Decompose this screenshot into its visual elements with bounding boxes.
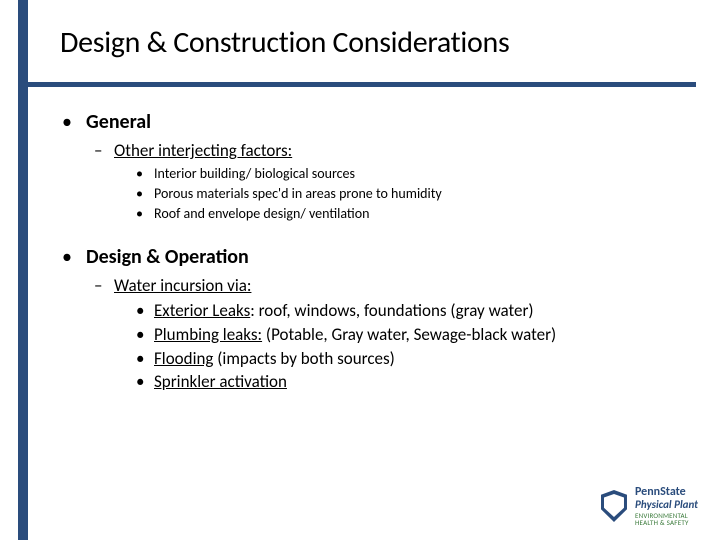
footer-line2: Physical Plant bbox=[635, 499, 698, 510]
left-accent-bar bbox=[18, 0, 28, 540]
list-item: •Plumbing leaks: (Potable, Gray water, S… bbox=[136, 324, 660, 347]
footer-text: PennState Physical Plant ENVIRONMENTAL H… bbox=[635, 486, 698, 526]
section-label: Design & Operation bbox=[86, 245, 249, 269]
shield-icon bbox=[601, 490, 627, 522]
list-item: •Interior building/ biological sources bbox=[136, 165, 660, 184]
dot-icon: • bbox=[136, 371, 154, 394]
title-area: Design & Construction Considerations bbox=[60, 24, 690, 61]
slide-title: Design & Construction Considerations bbox=[60, 24, 690, 61]
dash-icon: – bbox=[94, 140, 114, 161]
dash-icon: – bbox=[94, 275, 114, 296]
content-area: •General –Other interjecting factors: •I… bbox=[62, 110, 660, 395]
bullet-icon: • bbox=[62, 245, 86, 269]
dot-icon: • bbox=[136, 205, 154, 224]
sub-label: Other interjecting factors: bbox=[114, 140, 292, 161]
dot-icon: • bbox=[136, 185, 154, 204]
dot-icon: • bbox=[136, 300, 154, 323]
dot-icon: • bbox=[136, 348, 154, 371]
bullet-icon: • bbox=[62, 110, 86, 134]
title-underline bbox=[18, 82, 696, 87]
sub-label: Water incursion via: bbox=[114, 275, 251, 296]
section-heading: •Design & Operation bbox=[62, 245, 660, 269]
list-item: •Porous materials spec'd in areas prone … bbox=[136, 185, 660, 204]
dot-icon: • bbox=[136, 165, 154, 184]
section-heading: •General bbox=[62, 110, 660, 134]
footer-line1: PennState bbox=[635, 486, 698, 498]
list-item: •Sprinkler activation bbox=[136, 371, 660, 394]
list-item: •Exterior Leaks: roof, windows, foundati… bbox=[136, 300, 660, 323]
section-label: General bbox=[86, 110, 151, 134]
list-item: •Flooding (impacts by both sources) bbox=[136, 348, 660, 371]
list-item: •Roof and envelope design/ ventilation bbox=[136, 205, 660, 224]
subheading: –Water incursion via: bbox=[94, 275, 660, 296]
dot-icon: • bbox=[136, 324, 154, 347]
footer-logo: PennState Physical Plant ENVIRONMENTAL H… bbox=[601, 486, 698, 526]
sub-items: •Exterior Leaks: roof, windows, foundati… bbox=[136, 300, 660, 395]
footer-line4: HEALTH & SAFETY bbox=[635, 519, 698, 526]
sub-items: •Interior building/ biological sources •… bbox=[136, 165, 660, 224]
subheading: –Other interjecting factors: bbox=[94, 140, 660, 161]
